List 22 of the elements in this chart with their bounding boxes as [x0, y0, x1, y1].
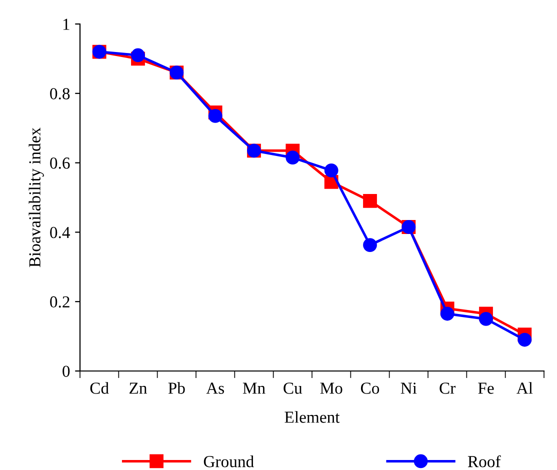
y-tick-label: 0.2	[50, 296, 70, 308]
y-tick-label: 0.4	[50, 226, 70, 238]
y-tick-label: 0.8	[50, 88, 70, 100]
x-tick-label: Cu	[284, 382, 302, 394]
x-tick-label: As	[206, 382, 224, 394]
x-tick-label: Mo	[320, 382, 342, 394]
y-tick-label: 0	[62, 366, 70, 377]
y-tick-label: 1	[63, 18, 70, 30]
x-tick-label: Ni	[400, 382, 417, 394]
y-tick-label: 0.6	[50, 158, 70, 169]
y-axis-title: Bioavailability index	[28, 128, 44, 268]
x-tick-label: Pb	[168, 382, 185, 394]
x-tick-label: Fe	[478, 382, 494, 394]
x-tick-label: Cr	[440, 382, 456, 394]
x-tick-label: Cd	[90, 382, 109, 394]
x-tick-label: Mn	[242, 382, 266, 394]
x-tick-label: Zn	[130, 382, 148, 394]
x-tick-label: Co	[360, 382, 380, 394]
legend-label: Ground	[204, 456, 254, 468]
x-axis-title: Element	[284, 411, 340, 423]
legend-label: Roof	[468, 455, 501, 468]
x-tick-label: Al	[516, 382, 533, 394]
